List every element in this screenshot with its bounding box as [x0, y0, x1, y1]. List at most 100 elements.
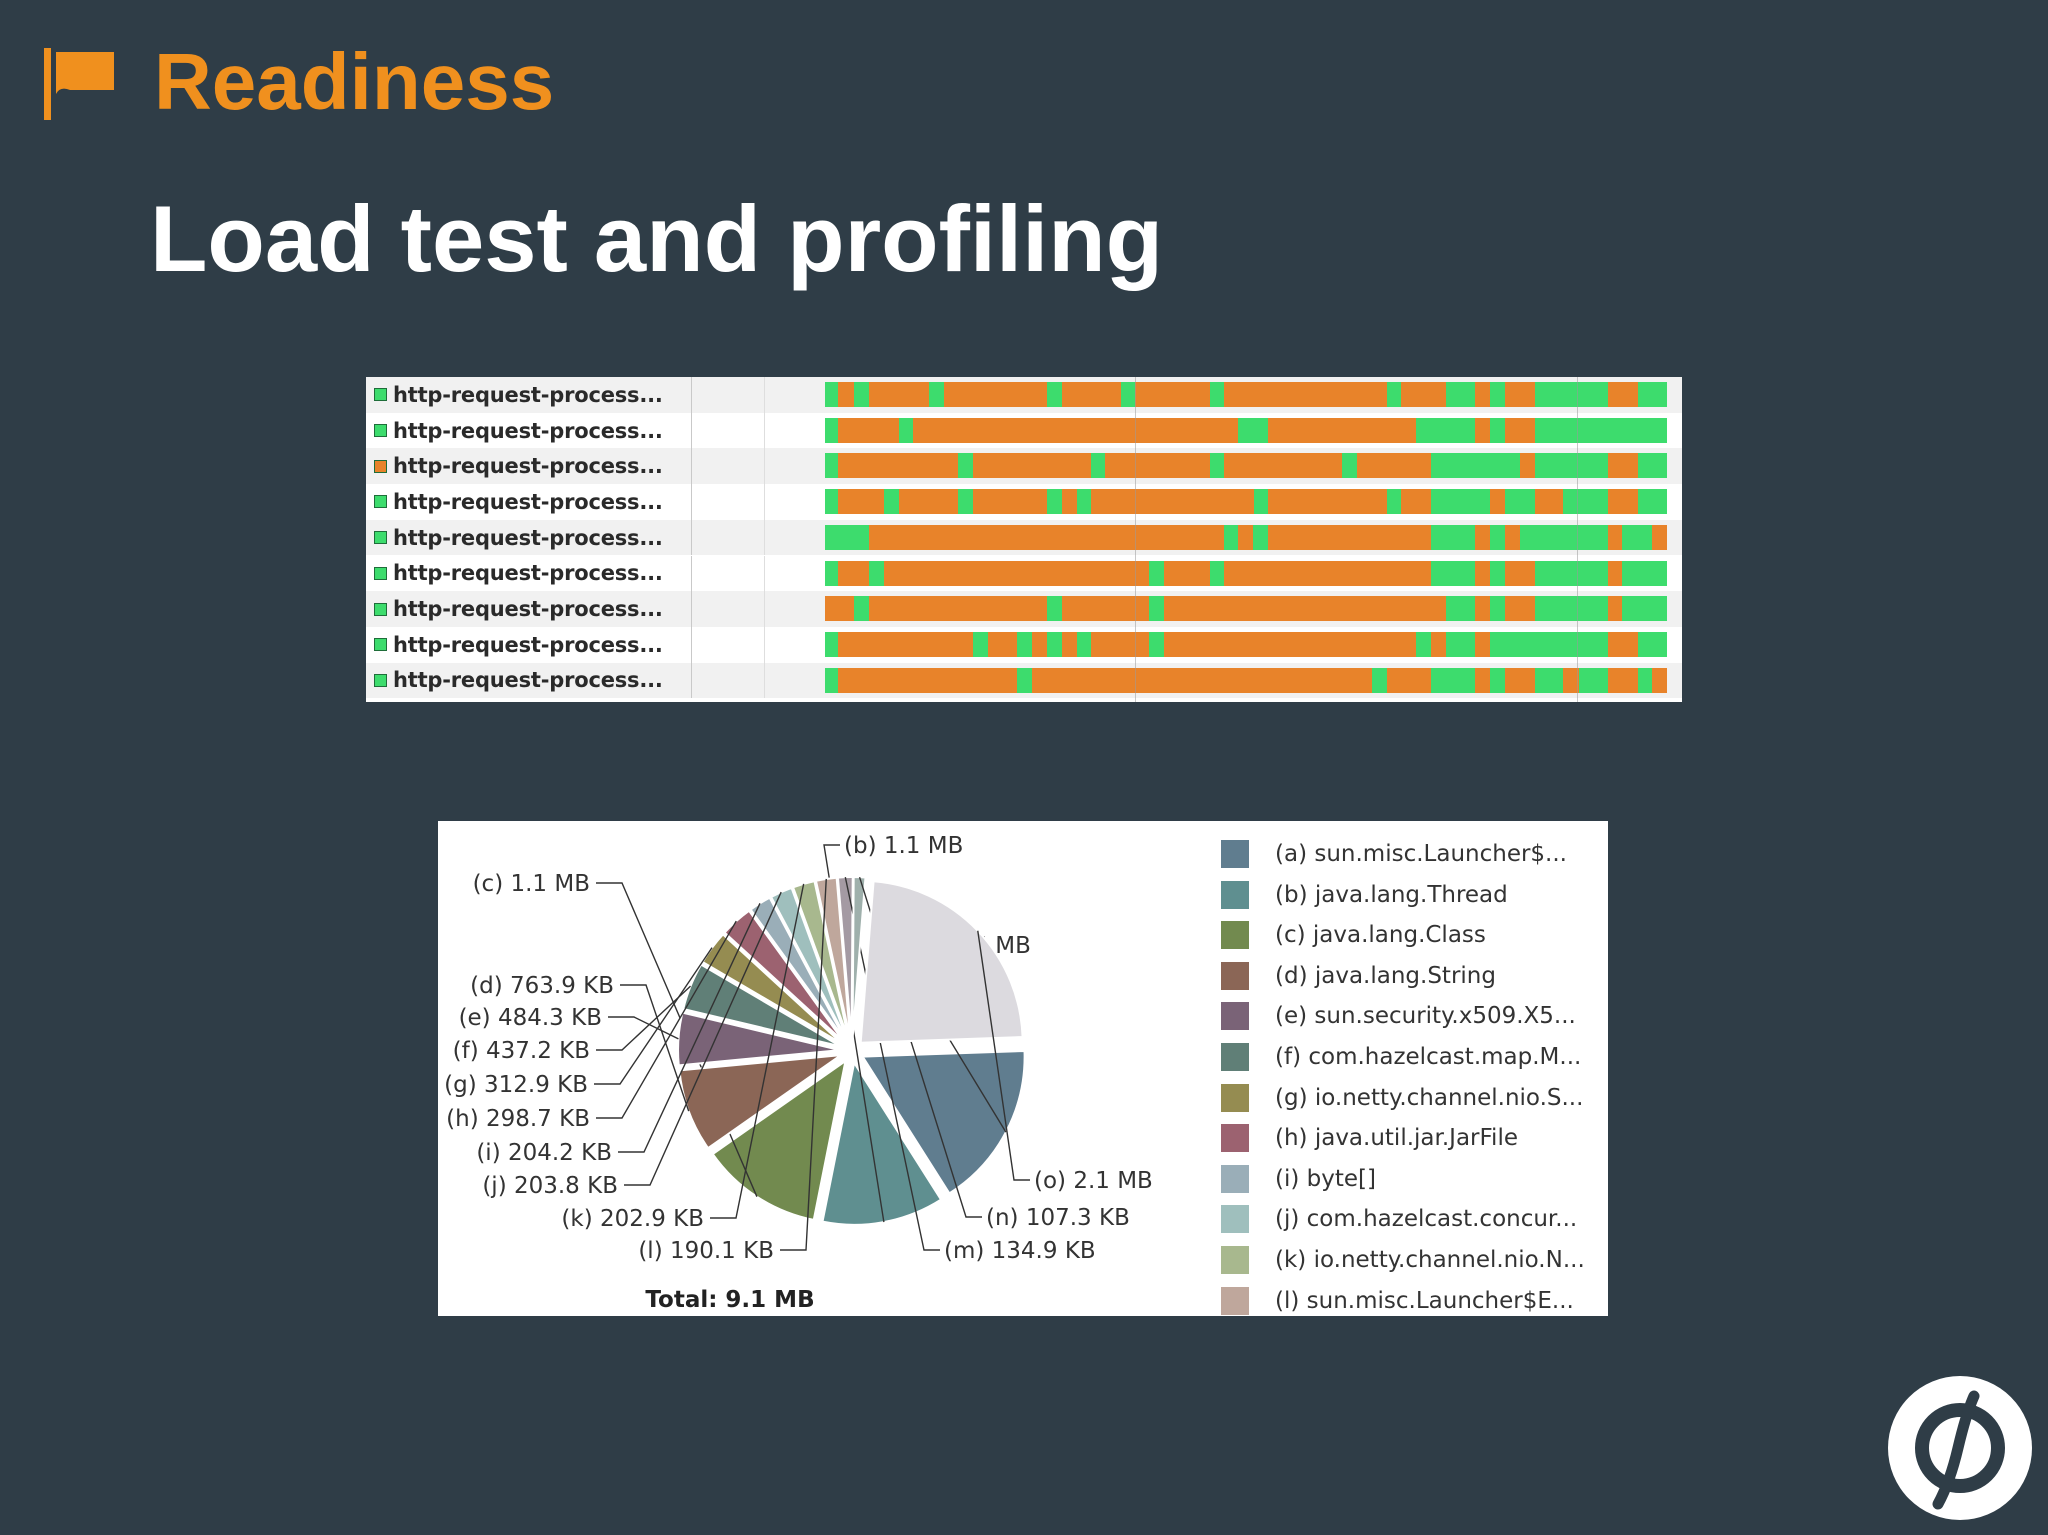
- column-divider: [764, 412, 765, 449]
- blocked-segment: [868, 382, 930, 407]
- pie-label: (c) 1.1 MB: [473, 871, 590, 897]
- thread-timeline: [825, 489, 1667, 515]
- thread-name: http-request-process...: [393, 525, 663, 550]
- thread-row[interactable]: http-request-process...: [366, 377, 1682, 413]
- legend-item[interactable]: (e) sun.security.x509.X5...: [1221, 996, 1608, 1036]
- running-segment: [1149, 631, 1165, 657]
- timeline-gridline: [1135, 377, 1136, 702]
- thread-row[interactable]: http-request-process...: [366, 626, 1682, 663]
- column-divider: [764, 555, 765, 592]
- pie-label: (o) 2.1 MB: [1034, 1168, 1153, 1194]
- thread-row[interactable]: http-request-process...: [366, 662, 1682, 699]
- running-segment: [1490, 560, 1506, 586]
- running-segment: [1490, 631, 1609, 657]
- pie-slice[interactable]: [791, 879, 850, 1040]
- thread-row[interactable]: http-request-process...: [366, 448, 1682, 485]
- thread-state-icon: [374, 673, 387, 687]
- legend-item[interactable]: (c) java.lang.Class: [1221, 915, 1608, 955]
- blocked-segment: [1608, 453, 1638, 479]
- thread-row[interactable]: http-request-process...: [366, 555, 1682, 592]
- thread-timeline: [825, 631, 1667, 657]
- blocked-segment: [1608, 667, 1638, 693]
- legend-item[interactable]: (k) io.netty.channel.nio.N...: [1221, 1240, 1608, 1280]
- legend-item[interactable]: (j) com.hazelcast.concur...: [1221, 1199, 1608, 1239]
- blocked-segment: [973, 453, 1092, 479]
- legend-swatch: [1221, 880, 1249, 909]
- blocked-segment: [973, 489, 1048, 515]
- running-segment: [1209, 382, 1225, 407]
- running-segment: [1047, 382, 1063, 407]
- thread-row[interactable]: http-request-process...: [366, 519, 1682, 556]
- blocked-segment: [1400, 489, 1432, 515]
- thread-row[interactable]: http-request-process...: [366, 591, 1682, 627]
- pie-label: (h) 298.7 KB: [446, 1106, 590, 1132]
- running-segment: [1016, 667, 1033, 693]
- thread-state-icon: [374, 424, 387, 438]
- thread-label: http-request-process...: [366, 377, 692, 413]
- blocked-segment: [1091, 631, 1150, 657]
- blocked-segment: [838, 382, 854, 407]
- phi-logo-icon: [1888, 1376, 2032, 1520]
- legend-item[interactable]: (g) io.netty.channel.nio.S...: [1221, 1078, 1608, 1118]
- blocked-segment: [1534, 489, 1564, 515]
- legend-swatch: [1221, 1043, 1249, 1071]
- blocked-segment: [1164, 596, 1446, 622]
- blocked-segment: [1267, 489, 1387, 515]
- blocked-segment: [988, 631, 1017, 657]
- legend-item[interactable]: (b) java.lang.Thread: [1221, 875, 1608, 915]
- running-segment: [1534, 417, 1667, 443]
- pie-slice[interactable]: [859, 880, 1024, 1044]
- thread-name: http-request-process...: [393, 668, 663, 693]
- page-title: Load test and profiling: [150, 186, 1164, 291]
- running-segment: [1637, 453, 1667, 479]
- running-segment: [1534, 596, 1609, 622]
- running-segment: [1445, 596, 1476, 622]
- thread-name: http-request-process...: [393, 632, 663, 657]
- blocked-segment: [1105, 453, 1210, 479]
- blocked-segment: [1505, 667, 1535, 693]
- blocked-segment: [1475, 667, 1491, 693]
- blocked-segment: [1032, 631, 1048, 657]
- thread-timeline: [825, 417, 1667, 443]
- pie-leader-line: [596, 985, 692, 1051]
- blocked-segment: [1237, 524, 1253, 550]
- thread-row[interactable]: http-request-process...: [366, 484, 1682, 520]
- blocked-segment: [1651, 524, 1667, 550]
- blocked-segment: [838, 560, 869, 586]
- running-segment: [1091, 453, 1106, 479]
- running-segment: [1209, 560, 1225, 586]
- legend-item[interactable]: (d) java.lang.String: [1221, 956, 1608, 996]
- blocked-segment: [1519, 453, 1535, 479]
- blocked-segment: [1091, 489, 1255, 515]
- legend-item[interactable]: (h) java.util.jar.JarFile: [1221, 1118, 1608, 1158]
- blocked-segment: [1386, 667, 1432, 693]
- thread-timeline: [825, 453, 1667, 479]
- thread-name: http-request-process...: [393, 454, 663, 479]
- thread-timeline-panel: http-request-process... http-request-proc…: [366, 377, 1682, 702]
- thread-state-icon: [374, 638, 387, 652]
- legend-item[interactable]: (l) sun.misc.Launcher$E...: [1221, 1281, 1608, 1321]
- blocked-segment: [1505, 524, 1520, 550]
- legend-item[interactable]: (a) sun.misc.Launcher$...: [1221, 834, 1608, 874]
- legend-item[interactable]: (f) com.hazelcast.map.M...: [1221, 1037, 1608, 1077]
- thread-state-icon: [374, 388, 387, 402]
- pie-slice[interactable]: [711, 1058, 847, 1222]
- running-segment: [1016, 631, 1033, 657]
- running-segment: [1416, 631, 1432, 657]
- legend-item[interactable]: (i) byte[]: [1221, 1159, 1608, 1199]
- running-segment: [973, 631, 989, 657]
- blocked-segment: [1505, 596, 1535, 622]
- running-segment: [1445, 382, 1476, 407]
- running-segment: [1505, 489, 1535, 515]
- running-segment: [1431, 667, 1476, 693]
- pie-leader-line: [977, 930, 1030, 1181]
- blocked-segment: [1475, 382, 1491, 407]
- thread-row[interactable]: http-request-process...: [366, 412, 1682, 449]
- column-divider: [764, 519, 765, 556]
- legend-label: (a) sun.misc.Launcher$...: [1275, 841, 1567, 867]
- thread-state-icon: [374, 495, 387, 509]
- blocked-segment: [838, 417, 900, 443]
- blocked-segment: [1062, 382, 1121, 407]
- blocked-segment: [883, 560, 1150, 586]
- pie-label: (b) 1.1 MB: [844, 833, 963, 859]
